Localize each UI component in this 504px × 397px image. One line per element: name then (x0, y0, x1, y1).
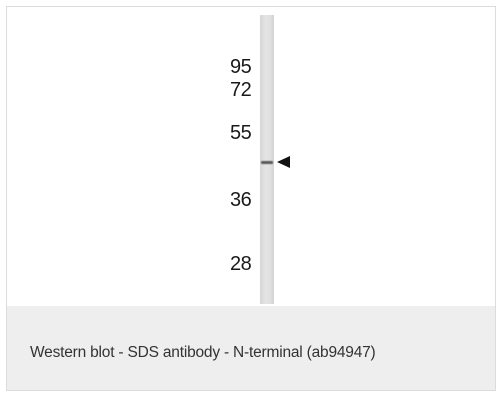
caption-area: Western blot - SDS antibody - N-terminal… (7, 306, 495, 390)
blot-lane (260, 15, 274, 304)
band-arrow-icon (277, 156, 290, 168)
figure-card: 95 72 55 36 28 Western blot - SDS antibo… (6, 6, 496, 391)
marker-label: 55 (230, 122, 252, 144)
marker-label: 72 (230, 79, 252, 101)
western-blot-image: 95 72 55 36 28 (7, 7, 495, 306)
marker-label: 95 (230, 56, 252, 78)
figure-caption: Western blot - SDS antibody - N-terminal… (30, 344, 376, 361)
marker-label: 28 (230, 253, 252, 275)
blot-band (261, 161, 273, 164)
marker-label: 36 (230, 189, 252, 211)
